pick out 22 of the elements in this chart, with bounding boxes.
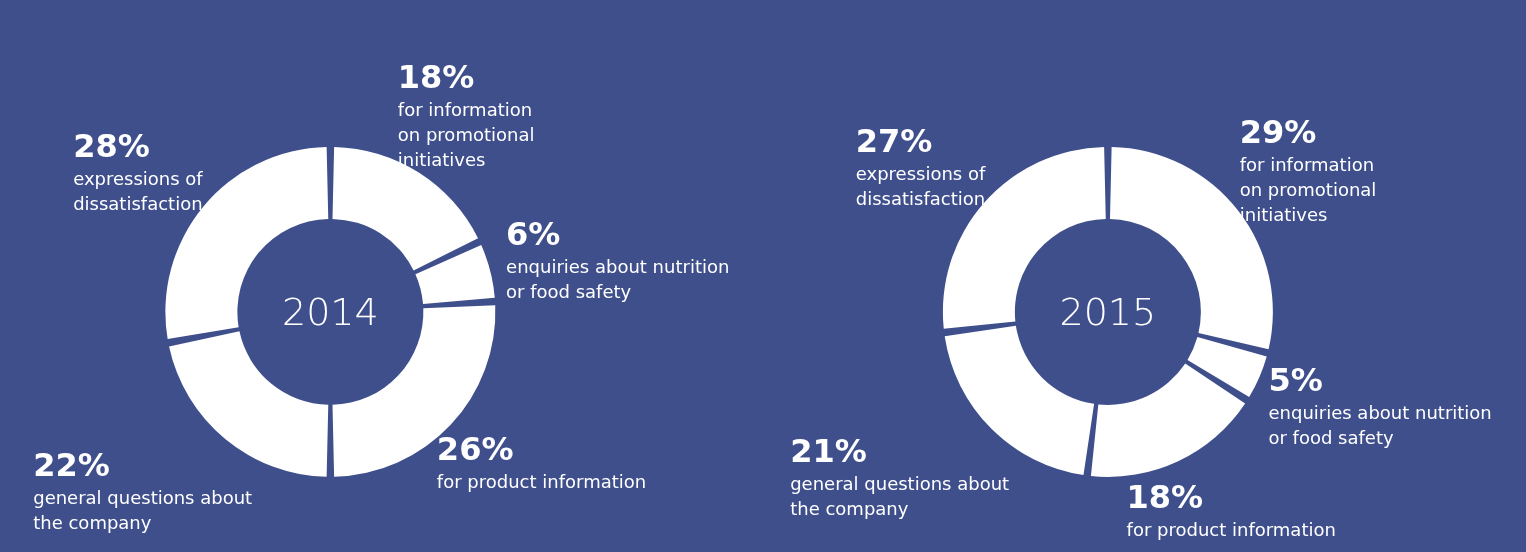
slice-label: for product information	[1126, 518, 1336, 540]
slice-label: general questions about the company	[790, 472, 1010, 519]
data-label: 29%	[1239, 112, 1317, 151]
text: 2014	[282, 289, 379, 334]
slice-label: enquiries about nutrition or food safety	[506, 256, 730, 303]
slice-label: expressions of dissatisfaction	[855, 163, 986, 210]
data-label: 5%	[1268, 361, 1323, 400]
data-label: 22%	[33, 445, 110, 484]
slice-label: for product information	[436, 471, 647, 493]
slice-label: enquiries about nutrition or food safety	[1268, 402, 1492, 449]
data-label: 6%	[506, 215, 561, 254]
data-label: 18%	[397, 57, 475, 96]
data-label: 21%	[790, 431, 867, 470]
data-label: 28%	[73, 127, 150, 166]
slice-label: expressions of dissatisfaction	[73, 168, 204, 215]
slice-label: general questions about the company	[33, 486, 253, 533]
slice-label: for information on promotional initiatives	[397, 98, 535, 170]
data-label: 18%	[1126, 477, 1204, 516]
data-label: 27%	[855, 122, 933, 161]
text: 2015	[1059, 289, 1157, 334]
data-label: 26%	[436, 430, 514, 469]
slice-label: for information on promotional initiatives	[1239, 153, 1377, 225]
